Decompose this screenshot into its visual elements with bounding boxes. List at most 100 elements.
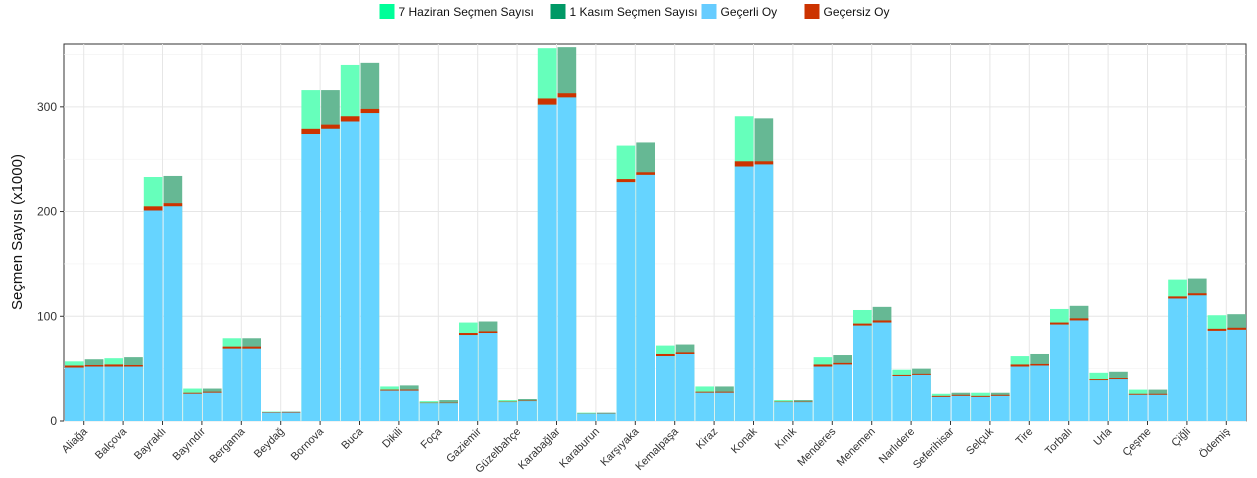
x-tick-label: Narlıdere <box>877 426 917 466</box>
x-tick-label: Buca <box>339 425 366 452</box>
bar-7-haziran-invalid <box>931 395 951 397</box>
bar-7-haziran-invalid <box>143 206 163 211</box>
bar-7-haziran-invalid <box>892 374 912 376</box>
bar-1-kasim-invalid <box>202 391 222 393</box>
bar-1-kasim-invalid <box>84 364 104 367</box>
bar-1-kasim-invalid <box>242 346 261 349</box>
bar-1-kasim-invalid <box>833 362 852 365</box>
bar-1-kasim-invalid <box>1069 318 1089 321</box>
bar-7-haziran-invalid <box>734 161 754 167</box>
x-tick-label: Kemalpaşa <box>633 425 681 473</box>
bar-7-haziran-valid <box>774 402 793 421</box>
bar-7-haziran-invalid <box>695 391 715 393</box>
x-tick-label: Aliağa <box>60 425 91 456</box>
bar-1-kasim-invalid <box>715 391 734 393</box>
bar-7-haziran-valid <box>931 396 951 421</box>
bar-1-kasim-valid <box>557 97 577 422</box>
bar-7-haziran-valid <box>301 134 321 422</box>
x-tick-label: Torbalı <box>1043 426 1075 458</box>
bar-7-haziran-invalid <box>340 116 360 122</box>
bar-7-haziran-valid <box>380 390 399 421</box>
bar-1-kasim-valid <box>1030 365 1049 421</box>
bar-1-kasim-valid <box>1187 295 1207 421</box>
legend-swatch <box>701 4 717 19</box>
bar-1-kasim-valid <box>636 174 655 421</box>
bar-7-haziran-valid <box>971 396 990 421</box>
bar-7-haziran-valid <box>695 392 715 421</box>
bar-1-kasim-invalid <box>912 373 931 375</box>
bar-1-kasim-invalid <box>360 108 380 114</box>
x-tick-label: Bayraklı <box>132 426 169 463</box>
bar-7-haziran-invalid <box>853 323 872 326</box>
bar-7-haziran-invalid <box>1010 364 1030 367</box>
y-axis-label: Seçmen Sayısı (x1000) <box>9 154 26 310</box>
legend-label: Geçerli Oy <box>721 5 778 19</box>
bar-1-kasim-invalid <box>675 352 695 354</box>
bar-7-haziran-valid <box>577 413 596 421</box>
bar-7-haziran-invalid <box>1050 322 1069 325</box>
bar-7-haziran-valid <box>616 182 636 421</box>
x-tick-label: Balçova <box>93 425 130 462</box>
bar-7-haziran-invalid <box>65 365 84 368</box>
bar-1-kasim-valid <box>990 395 1010 421</box>
x-tick-label: Kınık <box>773 425 800 452</box>
bar-7-haziran-valid <box>656 356 675 421</box>
x-tick-label: Bayındır <box>171 425 209 463</box>
bar-7-haziran-valid <box>104 366 124 421</box>
bar-1-kasim-invalid <box>1227 327 1246 330</box>
bar-1-kasim-invalid <box>1187 293 1207 296</box>
x-tick-label: Urla <box>1091 425 1114 448</box>
bar-7-haziran-invalid <box>262 412 281 413</box>
bar-1-kasim-valid <box>84 366 104 421</box>
x-tick-label: Tire <box>1014 426 1036 448</box>
legend-label: 7 Haziran Seçmen Sayısı <box>399 5 534 19</box>
bar-1-kasim-invalid <box>163 203 183 207</box>
bar-1-kasim-valid <box>242 348 261 421</box>
bar-7-haziran-valid <box>1207 330 1227 421</box>
x-tick-label: Seferihisar <box>911 425 957 471</box>
bar-1-kasim-invalid <box>439 402 458 404</box>
x-tick-label: Menderes <box>795 425 838 468</box>
bar-1-kasim-invalid <box>636 172 655 175</box>
x-tick-label: Kiraz <box>694 426 720 452</box>
bar-1-kasim-valid <box>518 401 537 421</box>
bar-1-kasim-valid <box>124 366 143 421</box>
bar-7-haziran-valid <box>1089 380 1109 421</box>
bar-7-haziran-valid <box>1010 366 1030 421</box>
bar-1-kasim-valid <box>399 390 419 421</box>
x-tick-label: Bergama <box>207 425 248 466</box>
bar-1-kasim-valid <box>675 353 695 421</box>
bar-7-haziran-valid <box>183 393 202 421</box>
bar-7-haziran-invalid <box>380 389 399 391</box>
bar-1-kasim-invalid <box>124 364 143 367</box>
x-tick-label: Bornova <box>289 425 327 463</box>
bar-1-kasim-valid <box>833 364 852 421</box>
bar-7-haziran-valid <box>262 412 281 421</box>
y-tick-label: 0 <box>50 414 57 428</box>
legend-swatch <box>550 4 566 19</box>
bar-7-haziran-invalid <box>498 401 518 403</box>
bar-1-kasim-valid <box>360 113 380 421</box>
bar-1-kasim-invalid <box>990 394 1010 396</box>
bar-7-haziran-invalid <box>1089 379 1109 381</box>
legend-swatch <box>804 4 820 19</box>
bar-1-kasim-invalid <box>793 401 813 403</box>
x-tick-label: Menemen <box>835 426 878 469</box>
bars <box>65 47 1246 422</box>
bar-7-haziran-invalid <box>459 333 478 336</box>
bar-1-kasim-invalid <box>754 161 774 165</box>
bar-1-kasim-invalid <box>872 320 892 323</box>
bar-7-haziran-invalid <box>222 346 242 349</box>
legend-swatch <box>379 4 395 19</box>
bar-1-kasim-valid <box>596 413 616 421</box>
bar-1-kasim-valid <box>321 128 340 421</box>
bar-7-haziran-invalid <box>419 402 439 404</box>
bar-7-haziran-invalid <box>537 98 557 105</box>
bar-1-kasim-valid <box>754 164 774 422</box>
bar-7-haziran-invalid <box>616 179 636 183</box>
x-tick-label: Selçuk <box>964 425 996 457</box>
bar-1-kasim-valid <box>1109 379 1128 421</box>
bar-1-kasim-invalid <box>1148 393 1168 395</box>
bar-7-haziran-valid <box>222 348 242 421</box>
